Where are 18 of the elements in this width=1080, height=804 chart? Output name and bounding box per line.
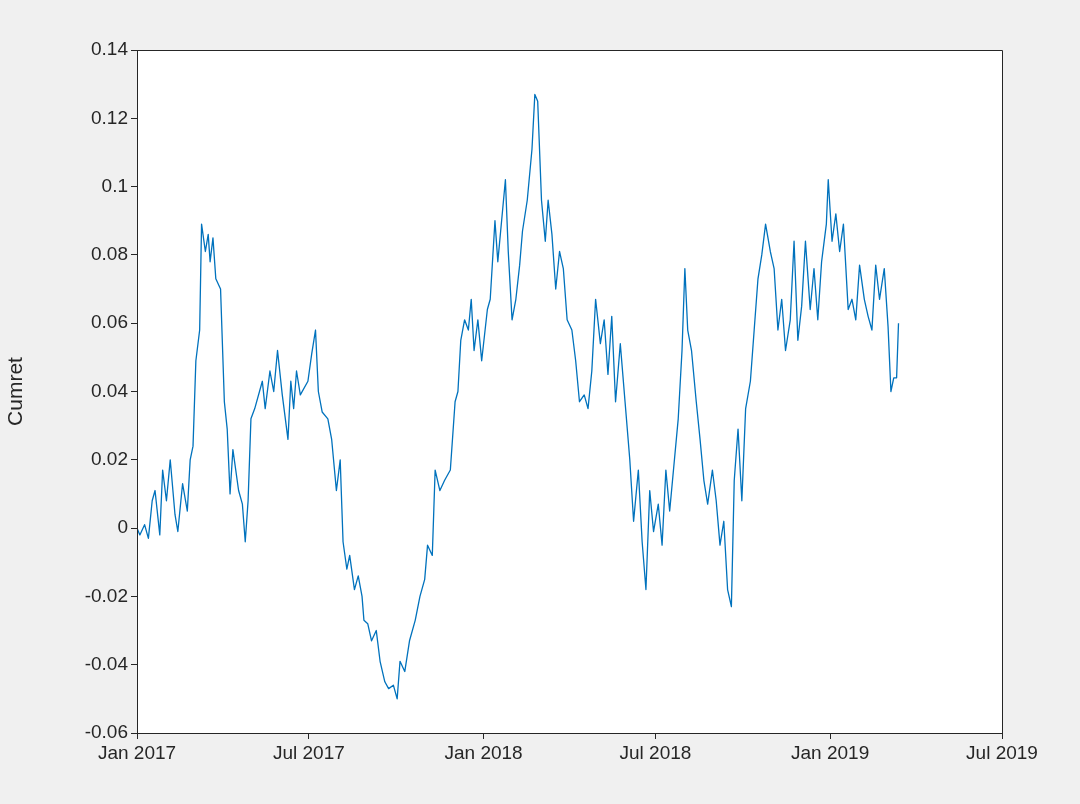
y-tick-label: 0.04 [91, 379, 129, 401]
x-tick-label: Jul 2017 [272, 741, 345, 763]
y-tick-label: -0.06 [84, 721, 128, 743]
x-tick-label: Jan 2019 [791, 741, 870, 763]
y-tick-label: 0.02 [91, 448, 128, 470]
x-tick-label: Jul 2019 [966, 741, 1038, 763]
x-tick-label: Jan 2017 [97, 741, 177, 763]
y-tick-label: 0.08 [91, 243, 128, 265]
y-tick-label: -0.04 [84, 652, 129, 674]
x-tick-label: Jan 2018 [444, 741, 523, 763]
y-tick-label: 0.12 [91, 106, 128, 128]
x-tick-label: Jul 2018 [619, 741, 692, 763]
y-tick-label: 0 [117, 516, 128, 538]
y-tick-label: -0.02 [84, 584, 128, 606]
y-axis-title: Cumret [3, 356, 27, 426]
y-tick-label: 0.14 [91, 38, 129, 60]
y-tick-label: 0.1 [101, 174, 128, 196]
y-tick-label: 0.06 [91, 311, 128, 333]
